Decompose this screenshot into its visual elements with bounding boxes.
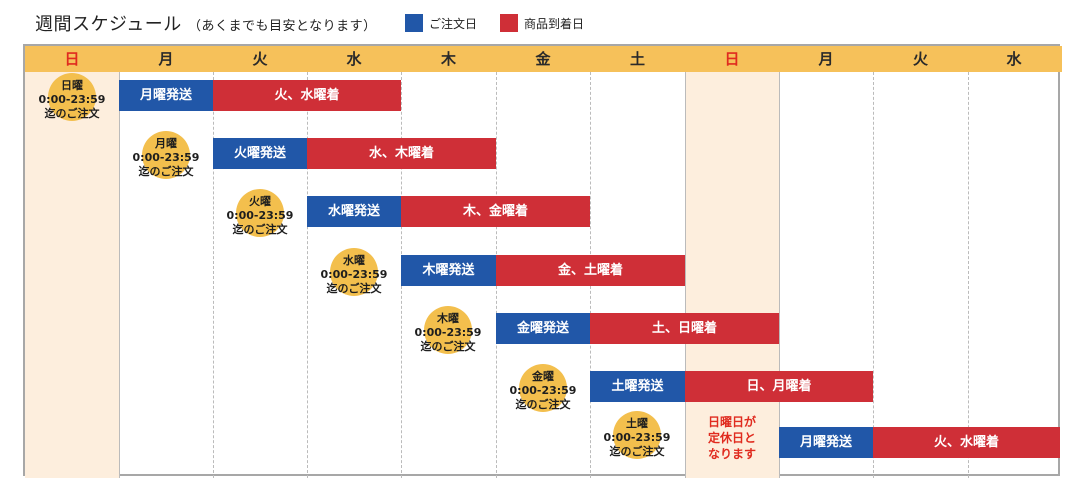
arrival-bar: 金、土曜着 xyxy=(496,255,685,286)
legend-label-arrival: 商品到着日 xyxy=(524,17,585,31)
day-header: 木 xyxy=(440,50,456,68)
column-divider xyxy=(307,72,308,478)
order-circle xyxy=(613,411,661,459)
order-circle xyxy=(519,364,567,412)
day-header: 月 xyxy=(818,50,834,68)
order-day: 火曜 xyxy=(249,195,271,208)
day-header: 水 xyxy=(1006,50,1022,68)
closed-note-line: なります xyxy=(707,447,756,461)
column-divider xyxy=(119,72,120,478)
schedule-grid: 日 月 火 水 木 金 土 日 月 火 水 日曜 0:00-23:59 迄のご注… xyxy=(23,44,1062,479)
ship-bar: 火曜発送 xyxy=(213,138,307,169)
day-header-row: 日 月 火 水 木 金 土 日 月 火 水 xyxy=(25,46,1062,72)
order-deadline-text: 迄のご注文 xyxy=(44,107,100,120)
order-day: 土曜 xyxy=(626,417,648,430)
order-day: 金曜 xyxy=(532,370,554,383)
day-header: 土 xyxy=(629,50,645,68)
closed-day-note: 日曜日が 定休日と なります xyxy=(685,414,779,462)
ship-bar: 月曜発送 xyxy=(119,80,213,111)
ship-bar: 木曜発送 xyxy=(401,255,496,286)
order-deadline: 金曜 0:00-23:59 迄のご注文 xyxy=(509,364,577,432)
arrival-bar: 木、金曜着 xyxy=(401,196,590,227)
arrival-bar: 火、水曜着 xyxy=(873,427,1060,458)
sunday-column-bg xyxy=(25,72,119,478)
order-time: 0:00-23:59 xyxy=(509,384,577,397)
order-circle xyxy=(424,306,472,354)
ship-bar: 水曜発送 xyxy=(307,196,401,227)
order-circle xyxy=(142,131,190,179)
legend-swatch-arrival xyxy=(500,14,518,32)
order-deadline-text: 迄のご注文 xyxy=(609,445,665,458)
order-time: 0:00-23:59 xyxy=(132,151,200,164)
order-time: 0:00-23:59 xyxy=(414,326,482,339)
order-deadline-text: 迄のご注文 xyxy=(515,398,571,411)
column-divider xyxy=(873,72,874,478)
order-deadline: 日曜 0:00-23:59 迄のご注文 xyxy=(38,73,106,141)
column-divider xyxy=(685,72,686,478)
order-deadline: 水曜 0:00-23:59 迄のご注文 xyxy=(320,248,388,316)
order-time: 0:00-23:59 xyxy=(603,431,671,444)
order-time: 0:00-23:59 xyxy=(320,268,388,281)
order-day: 日曜 xyxy=(61,79,83,92)
column-divider xyxy=(779,72,780,478)
title-note: （あくまでも目安となります） xyxy=(187,19,377,34)
order-deadline-text: 迄のご注文 xyxy=(232,223,288,236)
closed-note-line: 日曜日が xyxy=(707,415,756,429)
day-header: 日 xyxy=(64,50,80,68)
ship-bar: 金曜発送 xyxy=(496,313,590,344)
column-divider xyxy=(968,72,969,478)
order-circle xyxy=(48,73,96,121)
order-day: 木曜 xyxy=(437,312,459,325)
order-deadline: 月曜 0:00-23:59 迄のご注文 xyxy=(132,131,200,199)
day-header: 水 xyxy=(346,50,362,68)
day-header: 日 xyxy=(724,50,740,68)
ship-bar: 月曜発送 xyxy=(779,427,873,458)
legend-label-order: ご注文日 xyxy=(429,17,478,31)
order-deadline: 火曜 0:00-23:59 迄のご注文 xyxy=(226,189,294,257)
column-divider xyxy=(213,72,214,478)
order-circle xyxy=(236,189,284,237)
order-time: 0:00-23:59 xyxy=(38,93,106,106)
order-deadline-text: 迄のご注文 xyxy=(326,282,382,295)
arrival-bar: 土、日曜着 xyxy=(590,313,779,344)
sunday-column-bg xyxy=(685,72,779,478)
ship-bar: 土曜発送 xyxy=(590,371,685,402)
day-header: 月 xyxy=(158,50,174,68)
order-deadline-text: 迄のご注文 xyxy=(420,340,476,353)
arrival-bar: 水、木曜着 xyxy=(307,138,496,169)
page-title: 週間スケジュール （あくまでも目安となります） xyxy=(35,10,377,36)
day-header: 金 xyxy=(535,50,551,68)
page-header: 週間スケジュール （あくまでも目安となります） ご注文日 商品到着日 xyxy=(0,0,1087,44)
arrival-bar: 火、水曜着 xyxy=(213,80,401,111)
closed-note-line: 定休日と xyxy=(707,431,756,445)
order-circle xyxy=(330,248,378,296)
order-deadline-text: 迄のご注文 xyxy=(138,165,194,178)
order-day: 水曜 xyxy=(343,254,365,267)
order-time: 0:00-23:59 xyxy=(226,209,294,222)
title-text: 週間スケジュール xyxy=(35,14,182,35)
order-deadline: 土曜 0:00-23:59 迄のご注文 xyxy=(603,411,671,479)
day-header: 火 xyxy=(912,50,928,68)
order-day: 月曜 xyxy=(155,137,177,150)
day-header: 火 xyxy=(252,50,268,68)
legend-swatch-order xyxy=(405,14,423,32)
arrival-bar: 日、月曜着 xyxy=(685,371,873,402)
order-deadline: 木曜 0:00-23:59 迄のご注文 xyxy=(414,306,482,374)
